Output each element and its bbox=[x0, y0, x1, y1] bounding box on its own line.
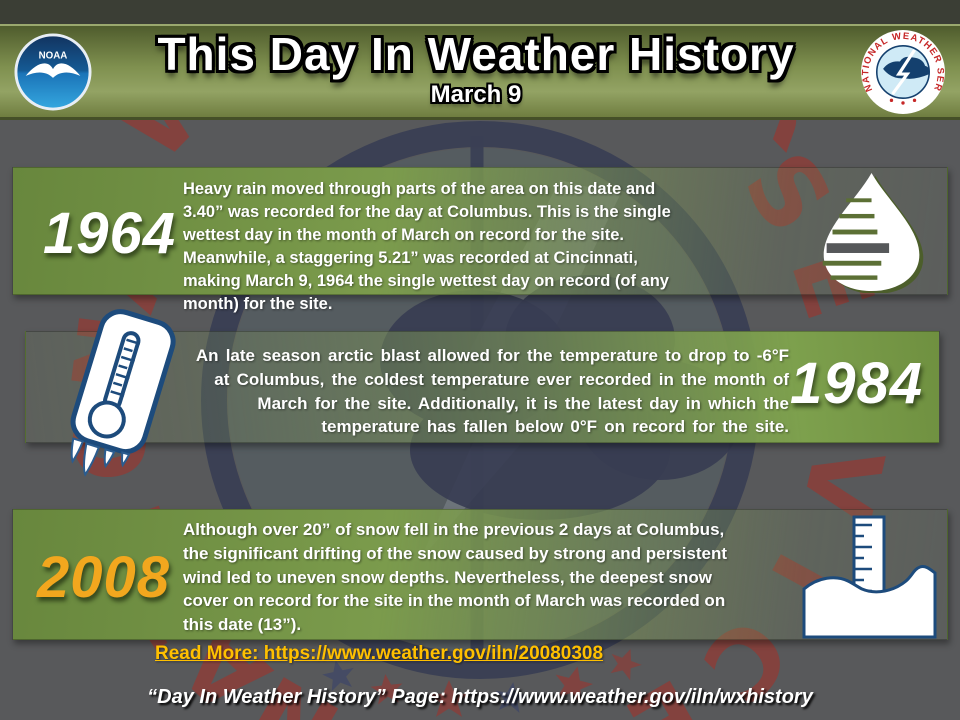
header-titles: This Day In Weather History March 9 bbox=[92, 30, 860, 108]
map-icon bbox=[883, 56, 930, 79]
event-text-2008: Although over 20” of snow fell in the pr… bbox=[183, 520, 728, 635]
gull-icon bbox=[25, 62, 81, 78]
snow-mound bbox=[802, 565, 937, 639]
icicles bbox=[70, 437, 131, 477]
page-title: This Day In Weather History bbox=[157, 28, 795, 81]
header-date: March 9 bbox=[430, 80, 522, 108]
event-text-1984: An late season arctic blast allowed for … bbox=[195, 346, 789, 437]
nws-logo-stars bbox=[889, 98, 917, 105]
read-more-link[interactable]: Read More: https://www.weather.gov/iln/2… bbox=[155, 643, 604, 664]
event-panel-1984: An late season arctic blast allowed for … bbox=[25, 331, 940, 443]
gauge-stripes bbox=[822, 198, 890, 280]
event-year-2008: 2008 bbox=[37, 545, 171, 610]
header: NOAA This Day In Weather History March 9… bbox=[0, 24, 960, 120]
event-text-1964: Heavy rain moved through parts of the ar… bbox=[183, 180, 671, 314]
thermometer-ticks bbox=[110, 338, 141, 397]
footer-page-link: “Day In Weather History” Page: https://w… bbox=[147, 686, 813, 708]
nws-logo: NATIONAL WEATHER SERVICE bbox=[860, 29, 946, 114]
event-panel-1964: 1964 Heavy rain moved through parts of t… bbox=[12, 167, 948, 313]
event-year-1964: 1964 bbox=[43, 201, 177, 266]
top-strip bbox=[0, 0, 960, 24]
rain-gauge-drop-icon bbox=[822, 172, 924, 293]
frozen-thermometer-icon bbox=[70, 309, 176, 477]
event-year-1984: 1984 bbox=[789, 351, 923, 416]
lightning-bolt-icon bbox=[891, 48, 916, 95]
event-panel-2008: 2008 Although over 20” of snow fell in t… bbox=[12, 509, 948, 640]
noaa-logo-label: NOAA bbox=[39, 50, 68, 61]
noaa-logo: NOAA bbox=[14, 32, 92, 111]
snow-depth-gauge-icon bbox=[802, 515, 937, 639]
